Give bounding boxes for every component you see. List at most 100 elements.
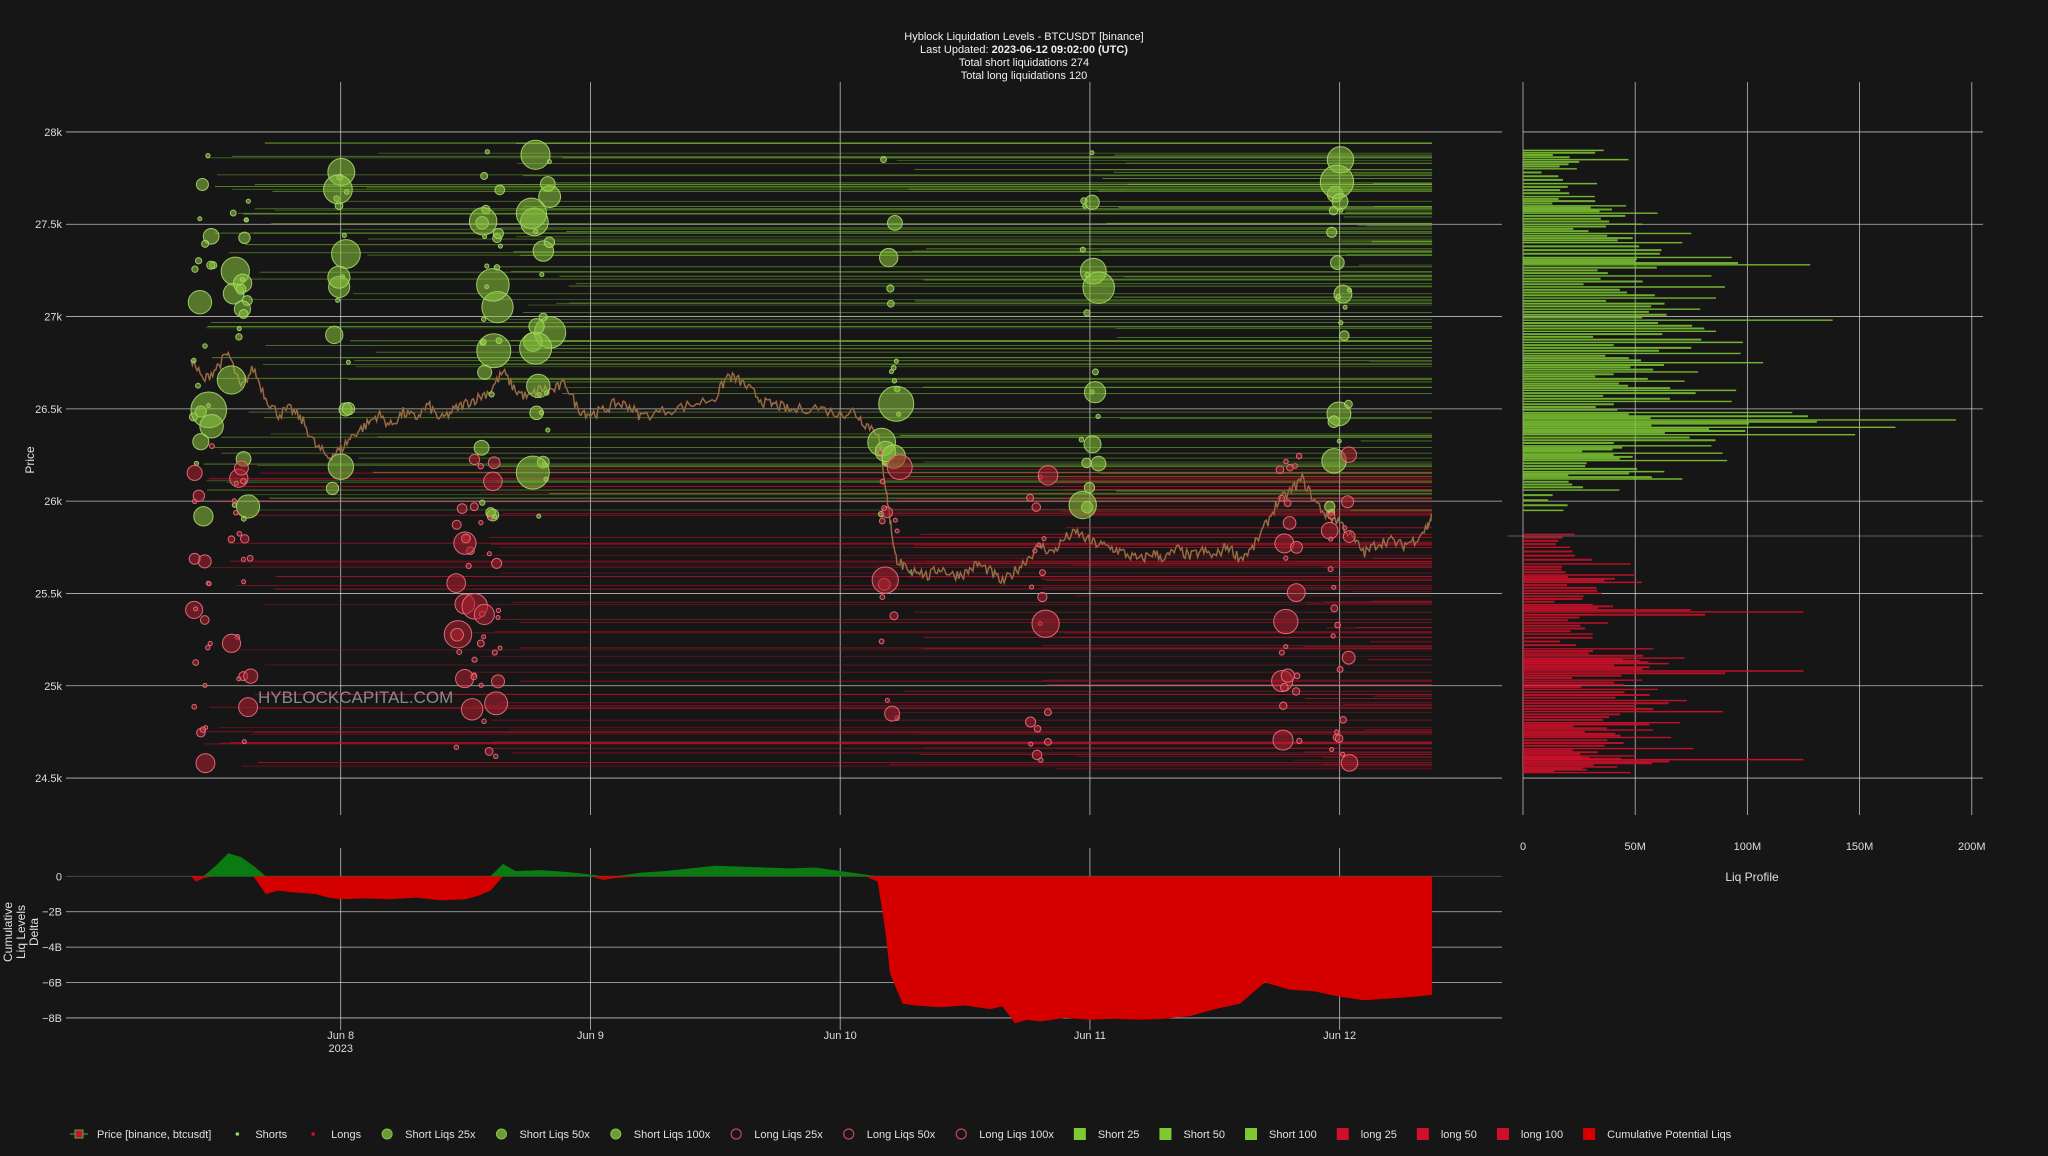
short-liq-bubble (479, 499, 486, 506)
legend-swatch (843, 1128, 855, 1140)
short-liq-bubble (191, 265, 199, 273)
long-liq-bubble (1283, 458, 1289, 465)
x-tick-label: Jun 8 (327, 1030, 354, 1042)
short-liq-bubble (520, 139, 551, 170)
short-liq-bubble (335, 297, 341, 303)
long-liq-bubble (453, 744, 460, 750)
long-liq-bubble (491, 557, 503, 569)
short-liq-bubble (532, 228, 539, 235)
y-tick-label: 26k (44, 496, 62, 508)
long-liq-bubble (1031, 502, 1041, 512)
long-liq-bubble (484, 747, 494, 756)
delta-ylabel-line: Liq Levels (14, 905, 28, 959)
short-liq-bubble (545, 427, 551, 433)
short-liq-bubble (891, 378, 898, 384)
short-liq-bubble (1082, 271, 1115, 304)
long-liq-bubble (238, 697, 259, 718)
short-liq-bubble (546, 159, 552, 165)
legend-swatch (1073, 1128, 1086, 1140)
legend-item-2: Longs (311, 1129, 362, 1141)
long-liq-bubble (240, 478, 247, 485)
delta-y-tick-label: −4B (42, 942, 62, 954)
long-liq-bubble (877, 449, 884, 456)
short-liq-bubble (887, 215, 903, 231)
legend-item-5: Short Liqs 100x (610, 1128, 711, 1141)
long-liq-bubble (231, 498, 237, 504)
price-line (190, 350, 1433, 586)
legend-item-0: Price [binance, btcusdt] (70, 1129, 211, 1141)
legend-item-3: Short Liqs 25x (381, 1128, 476, 1141)
legend: Price [binance, btcusdt] Shorts Longs Short… (70, 1128, 1732, 1141)
short-liq-bubble (205, 153, 211, 159)
liquidation-bubbles (185, 139, 1359, 774)
short-liq-bubble (476, 268, 510, 302)
long-liq-bubble (207, 640, 213, 647)
long-liq-bubble (1331, 584, 1337, 590)
long-liq-bubble (1280, 682, 1289, 692)
short-liq-bubble (325, 481, 340, 496)
long-liq-bubble (1320, 521, 1339, 540)
legend-label: long 50 (1441, 1129, 1477, 1141)
long-liq-bubble (1279, 701, 1288, 710)
long-liq-bubble (465, 562, 472, 570)
x-tick-label: Jun 9 (577, 1030, 604, 1042)
y-tick-label: 28k (44, 127, 62, 139)
long-liq-bubble (491, 649, 498, 656)
long-liq-bubble (886, 454, 913, 481)
long-liq-bubble (1330, 604, 1339, 613)
short-liq-bubble (1344, 399, 1353, 409)
long-liq-bubble (1028, 741, 1034, 747)
y-tick-label: 27k (44, 312, 62, 324)
long-liq-bubble (241, 579, 247, 585)
long-liq-bubble (884, 697, 890, 703)
legend-label: Cumulative Potential Liqs (1607, 1129, 1732, 1141)
long-liq-bubble (1031, 749, 1043, 761)
title-line-shorts: Total short liquidations 274 (959, 57, 1089, 69)
x-tick-sublabel: 2023 (328, 1043, 352, 1055)
long-liq-bubble (1290, 540, 1303, 554)
legend-item-9: Short 25 (1073, 1128, 1139, 1141)
short-liq-bubble (238, 309, 249, 320)
long-liq-bubble (1340, 446, 1357, 463)
long-liq-bubble (1037, 591, 1048, 603)
long-liq-bubble (495, 607, 502, 614)
long-liq-bubble (205, 644, 211, 651)
short-liq-bubble (1089, 150, 1095, 156)
y-tick-label: 27.5k (35, 219, 62, 231)
long-liq-bubble (484, 691, 509, 716)
short-liq-bubble (890, 364, 897, 371)
long-liq-bubble (471, 656, 478, 663)
short-liq-bubble (1336, 438, 1342, 444)
long-liq-bubble (469, 502, 479, 512)
long-liq-bubble (1032, 548, 1038, 554)
short-liq-bubble (878, 385, 915, 422)
long-liq-bubble (481, 718, 487, 725)
long-liq-bubble (241, 739, 247, 745)
long-liq-bubble (1286, 583, 1306, 603)
short-liq-bubble (1329, 255, 1345, 270)
main-ylabel: Price (23, 446, 37, 474)
title-line-longs: Total long liquidations 120 (961, 70, 1088, 82)
legend-swatch (955, 1128, 967, 1140)
short-liq-bubble (1090, 455, 1107, 472)
short-liq-bubble (194, 257, 203, 265)
short-liq-bubble (341, 232, 347, 238)
short-liq-bubble (201, 239, 210, 248)
short-liq-bubble (473, 439, 490, 456)
long-liq-bubble (246, 554, 254, 562)
long-liq-bubble (1278, 494, 1286, 502)
long-liq-bubble (1283, 644, 1289, 650)
short-liq-bubble (239, 276, 246, 283)
short-liq-bubble (879, 247, 899, 268)
short-liq-bubble (543, 236, 556, 248)
long-liq-bubble (1033, 724, 1042, 733)
long-liq-bubble (227, 535, 236, 544)
long-liq-bubble (193, 606, 199, 612)
legend-swatch (1245, 1128, 1258, 1140)
long-liq-bubble (473, 603, 495, 626)
delta-ylabel: Cumulative Liq Levels Delta (1, 902, 41, 962)
long-liq-bubble (451, 519, 462, 530)
short-liq-bubble (341, 402, 356, 416)
legend-swatch (235, 1132, 240, 1136)
long-liq-bubble (478, 682, 484, 688)
